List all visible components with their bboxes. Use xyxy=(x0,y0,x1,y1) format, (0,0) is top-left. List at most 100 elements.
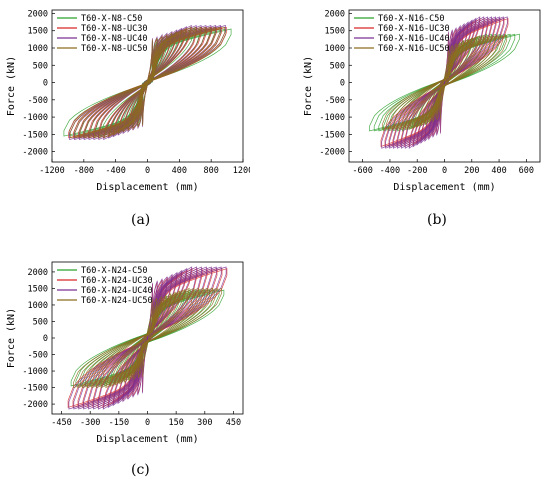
series-T60-X-N24-UC50 xyxy=(73,287,222,389)
y-tick-label: -2000 xyxy=(319,148,345,158)
legend-entry: T60-X-N8-C50 xyxy=(81,14,142,24)
hysteresis-chart-a: -1200 -800 -400 0 400 800 1200 -2000 -1500 -1000 -… xyxy=(6,9,250,193)
y-tick-label: 2000 xyxy=(325,9,345,19)
loop-T60-X-N24-UC50-13 xyxy=(86,287,209,389)
x-tick-label: 150 xyxy=(168,418,183,428)
loop-T60-X-N24-UC40-13 xyxy=(83,266,212,410)
loop-T60-X-N24-UC50-16 xyxy=(73,287,222,389)
hysteresis-chart-b: -600 -400 -200 0 200 400 600-2000-1500-1000-50… xyxy=(303,9,541,193)
loop-T60-X-N16-UC40-1 xyxy=(440,31,449,134)
y-tick-label: -1500 xyxy=(22,384,48,394)
x-tick-label: 0 xyxy=(145,418,150,428)
y-tick-label: -1000 xyxy=(22,367,48,377)
loop-T60-X-N16-UC50-14 xyxy=(389,35,500,130)
chart-panel-b: -600 -400 -200 0 200 400 600 -2000 -1500 -1000 -50… xyxy=(297,0,547,200)
loop-T60-X-N24-UC40-16 xyxy=(68,266,227,410)
legend-entry: T60-X-N8-UC50 xyxy=(81,44,148,54)
x-tick-label: 600 xyxy=(519,166,534,176)
hysteresis-curves xyxy=(67,266,228,410)
y-tick-label: 1500 xyxy=(28,284,48,294)
loop-T60-X-N24-UC40-15 xyxy=(73,266,222,410)
loop-T60-X-N24-UC50-11 xyxy=(96,287,199,389)
loop-T60-X-N16-UC50-5 xyxy=(424,39,465,126)
loop-T60-X-N8-UC50-7 xyxy=(113,29,182,136)
legend: T60-X-N8-C50T60-X-N8-UC30T60-X-N8-UC40T6… xyxy=(57,14,148,54)
loop-T60-X-N16-UC50-7 xyxy=(416,37,473,128)
y-tick-label: 0 xyxy=(43,334,48,344)
legend: T60-X-N16-C50T60-X-N16-UC30T60-X-N16-UC4… xyxy=(354,14,450,54)
y-tick-label: 500 xyxy=(33,61,48,71)
loop-T60-X-N16-UC40-12 xyxy=(397,16,492,149)
hysteresis-curves xyxy=(369,16,520,149)
y-tick-label: -1500 xyxy=(22,130,48,140)
y-tick-label: 0 xyxy=(340,79,345,89)
x-axis-label: Displacement (mm) xyxy=(96,182,198,193)
y-tick-label: 1000 xyxy=(325,44,345,54)
x-axis-label: Displacement (mm) xyxy=(393,182,495,193)
loop-T60-X-N16-UC50-16 xyxy=(381,35,508,130)
loop-T60-X-N16-UC40-7 xyxy=(416,19,473,146)
y-tick-label: 1500 xyxy=(28,27,48,37)
x-tick-label: 450 xyxy=(226,418,241,428)
y-tick-label: -2000 xyxy=(22,400,48,410)
panel-label-b: (b) xyxy=(427,212,447,228)
x-tick-label: 0 xyxy=(145,166,150,176)
y-tick-label: -500 xyxy=(325,96,345,106)
loop-T60-X-N24-UC50-14 xyxy=(82,287,213,389)
loop-T60-X-N8-UC50-2 xyxy=(137,37,158,128)
loop-T60-X-N16-UC40-9 xyxy=(408,16,481,149)
loop-T60-X-N24-UC50-1 xyxy=(142,299,153,377)
loop-T60-X-N16-UC50-13 xyxy=(393,35,496,130)
y-axis-label: Force (kN) xyxy=(6,56,17,116)
x-tick-label: 800 xyxy=(203,166,218,176)
x-tick-label: 1200 xyxy=(233,166,250,176)
y-tick-label: -1500 xyxy=(319,130,345,140)
loop-T60-X-N16-UC40-15 xyxy=(385,16,504,149)
legend-entry: T60-X-N16-UC40 xyxy=(378,34,450,44)
loop-T60-X-N24-UC40-7 xyxy=(112,269,183,407)
legend-entry: T60-X-N24-UC30 xyxy=(81,276,153,286)
x-tick-label: 400 xyxy=(491,166,506,176)
y-tick-label: 2000 xyxy=(28,9,48,19)
chart-panel-a: -1200 -800 -400 0 400 800 1200 -2000 -1500 -1000 -… xyxy=(0,0,250,200)
x-tick-label: -600 xyxy=(352,166,372,176)
chart-panel-c: -450 -300 -150 0 150 300 450 -2000 -1500 -1000 -50… xyxy=(0,252,250,452)
y-axis-label: Force (kN) xyxy=(6,308,17,368)
x-tick-label: -800 xyxy=(74,166,94,176)
loop-T60-X-N24-C50-16 xyxy=(70,289,225,387)
loop-T60-X-N24-UC40-8 xyxy=(107,267,188,409)
y-axis-label: Force (kN) xyxy=(303,56,314,116)
legend-entry: T60-X-N24-UC50 xyxy=(81,296,153,306)
loop-T60-X-N24-UC40-14 xyxy=(78,266,217,410)
loop-T60-X-N24-UC50-7 xyxy=(114,290,181,386)
x-axis-label: Displacement (mm) xyxy=(96,434,198,445)
loop-T60-X-N16-C50-16 xyxy=(369,33,520,132)
legend-entry: T60-X-N8-UC40 xyxy=(81,34,148,44)
series-T60-X-N16-UC50 xyxy=(381,35,508,130)
loop-T60-X-N16-UC50-15 xyxy=(385,35,504,130)
hysteresis-chart-c: -450 -300 -150 0 150 300 450-2000-1500-1000-50… xyxy=(6,261,244,445)
legend-entry: T60-X-N16-C50 xyxy=(378,14,445,24)
loop-T60-X-N16-UC40-14 xyxy=(389,16,500,149)
y-tick-label: -500 xyxy=(28,96,48,106)
loop-T60-X-N24-UC50-4 xyxy=(128,294,167,382)
loop-T60-X-N24-UC40-9 xyxy=(102,266,193,410)
y-tick-label: 2000 xyxy=(28,268,48,278)
x-tick-label: 200 xyxy=(464,166,479,176)
loop-T60-X-N8-UC50-14 xyxy=(79,26,216,139)
loop-T60-X-N16-UC50-10 xyxy=(405,35,484,130)
legend-entry: T60-X-N24-UC40 xyxy=(81,286,153,296)
x-tick-label: -1200 xyxy=(39,166,65,176)
loop-T60-X-N24-UC40-6 xyxy=(117,271,178,405)
hysteresis-curves xyxy=(63,24,232,141)
loop-T60-X-N16-UC50-6 xyxy=(420,38,469,127)
y-tick-label: 1500 xyxy=(325,27,345,37)
y-tick-label: 1000 xyxy=(28,44,48,54)
loop-T60-X-N24-UC50-6 xyxy=(119,291,176,385)
legend-entry: T60-X-N16-UC50 xyxy=(378,44,450,54)
loop-T60-X-N8-UC50-12 xyxy=(89,26,206,139)
loop-T60-X-N8-UC50-13 xyxy=(84,26,211,139)
x-tick-label: -300 xyxy=(80,418,100,428)
loop-T60-X-N8-UC50-15 xyxy=(74,26,221,139)
loop-T60-X-N16-UC50-8 xyxy=(412,36,477,129)
